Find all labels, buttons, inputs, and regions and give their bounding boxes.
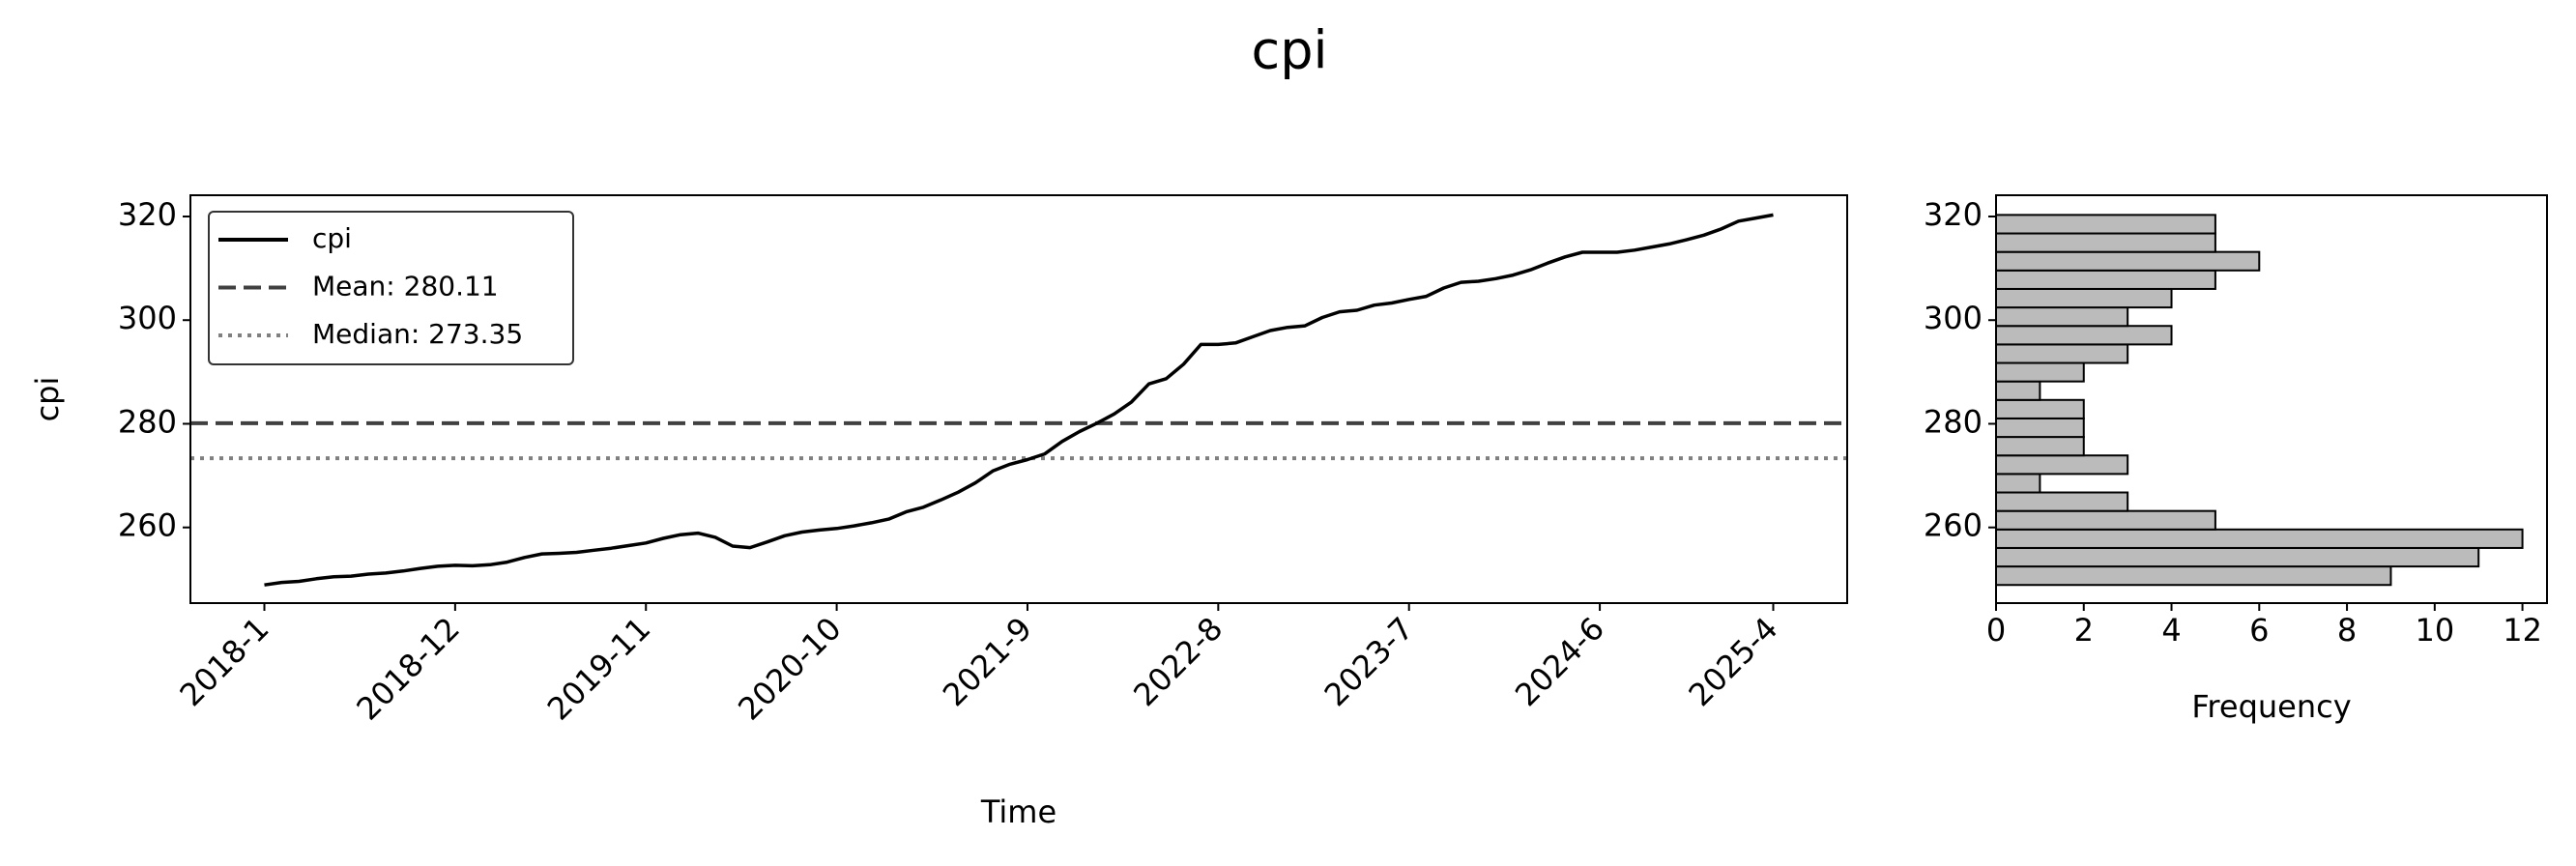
histogram-bar [1995,343,2129,364]
legend-label: Median: 273.35 [312,318,523,350]
histogram-bar [1995,491,2129,512]
histogram-bar [1995,269,2216,290]
histogram-bar [1995,454,2129,476]
histogram-bar [1995,417,2085,439]
histogram-bar [1995,325,2173,346]
histogram-bar [1995,380,2041,401]
y-tick-label: 280 [118,403,177,440]
histogram-bar [1995,565,2392,587]
x-tick-label: 10 [2415,612,2454,649]
histogram-bar [1995,436,2085,457]
y-tick-label: 320 [118,196,177,233]
x-tick-label: 12 [2503,612,2542,649]
x-tick-label: 6 [2249,612,2269,649]
y-tick-label: 300 [118,300,177,336]
histogram-bar [1995,232,2216,253]
histogram-bar [1995,287,2173,309]
histogram-bar [1995,473,2041,494]
y-tick-label: 320 [1924,196,1983,233]
histogram-bar [1995,509,2216,531]
legend-label: Mean: 280.11 [312,271,499,303]
histogram-bar [1995,306,2129,328]
legend-box [208,211,574,365]
y-tick-label: 280 [1924,403,1983,440]
x-tick-label: 2 [2074,612,2094,649]
y-tick-label: 260 [118,507,177,544]
histogram-bar [1995,250,2261,272]
plot-frame [1995,194,2548,604]
histogram-bar [1995,214,2216,235]
x-axis-label: Time [980,794,1056,830]
x-tick-label: 4 [2161,612,2181,649]
y-tick-label: 260 [1924,507,1983,544]
chart-title: cpi [1252,20,1328,81]
legend-label: cpi [312,222,352,254]
x-axis-label: Frequency [2191,688,2351,725]
plot-frame [189,194,1848,604]
x-tick-label: 8 [2337,612,2357,649]
histogram-bar [1995,398,2085,419]
data-line [264,213,1774,587]
histogram-bar [1995,361,2085,383]
histogram-bar [1995,528,2524,549]
y-tick-label: 300 [1924,300,1983,336]
x-tick-label: 0 [1986,612,2006,649]
y-axis-label: cpi [29,377,66,422]
histogram-bar [1995,546,2480,568]
